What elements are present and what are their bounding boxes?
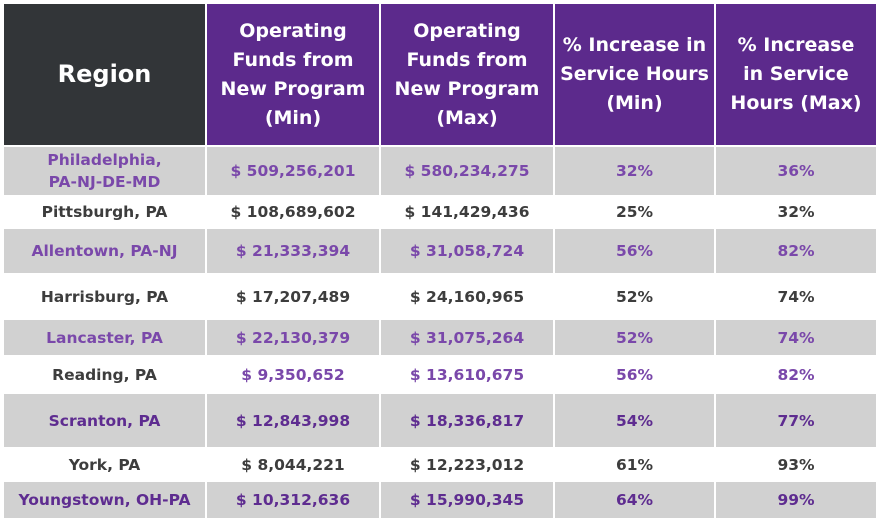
hours-min-cell: 32% (555, 147, 714, 195)
header-funds-min: Operating Funds from New Program (Min) (207, 4, 379, 145)
funds-min-cell: $ 17,207,489 (207, 275, 379, 318)
hours-min-cell: 56% (555, 229, 714, 273)
hours-min-cell: 52% (555, 275, 714, 318)
region-cell: Pittsburgh, PA (4, 197, 205, 227)
funds-max-cell: $ 15,990,345 (381, 482, 553, 518)
header-funds-max: Operating Funds from New Program (Max) (381, 4, 553, 145)
funds-min-cell: $ 8,044,221 (207, 449, 379, 480)
hours-min-cell: 54% (555, 394, 714, 447)
hours-max-cell: 74% (716, 275, 876, 318)
funds-max-cell: $ 24,160,965 (381, 275, 553, 318)
region-cell: Scranton, PA (4, 394, 205, 447)
funds-min-cell: $ 509,256,201 (207, 147, 379, 195)
hours-max-cell: 93% (716, 449, 876, 480)
region-cell: Allentown, PA-NJ (4, 229, 205, 273)
funds-max-cell: $ 580,234,275 (381, 147, 553, 195)
hours-max-cell: 82% (716, 229, 876, 273)
funds-min-cell: $ 9,350,652 (207, 357, 379, 392)
funds-min-cell: $ 21,333,394 (207, 229, 379, 273)
funds-max-cell: $ 12,223,012 (381, 449, 553, 480)
region-cell: Reading, PA (4, 357, 205, 392)
funds-min-cell: $ 12,843,998 (207, 394, 379, 447)
funds-min-cell: $ 22,130,379 (207, 320, 379, 355)
region-cell: Harrisburg, PA (4, 275, 205, 318)
header-hours-min: % Increase in Service Hours (Min) (555, 4, 714, 145)
hours-min-cell: 64% (555, 482, 714, 518)
hours-max-cell: 36% (716, 147, 876, 195)
funds-max-cell: $ 13,610,675 (381, 357, 553, 392)
funds-max-cell: $ 141,429,436 (381, 197, 553, 227)
funds-min-cell: $ 108,689,602 (207, 197, 379, 227)
funds-max-cell: $ 18,336,817 (381, 394, 553, 447)
hours-max-cell: 32% (716, 197, 876, 227)
funds-min-cell: $ 10,312,636 (207, 482, 379, 518)
hours-min-cell: 52% (555, 320, 714, 355)
hours-max-cell: 99% (716, 482, 876, 518)
funding-table: Region Operating Funds from New Program … (4, 4, 876, 518)
hours-min-cell: 56% (555, 357, 714, 392)
region-cell: Lancaster, PA (4, 320, 205, 355)
funds-max-cell: $ 31,058,724 (381, 229, 553, 273)
funds-max-cell: $ 31,075,264 (381, 320, 553, 355)
header-hours-max: % Increase in Service Hours (Max) (716, 4, 876, 145)
region-cell: York, PA (4, 449, 205, 480)
hours-max-cell: 74% (716, 320, 876, 355)
region-cell: Philadelphia, PA-NJ-DE-MD (4, 147, 205, 195)
hours-min-cell: 61% (555, 449, 714, 480)
hours-max-cell: 82% (716, 357, 876, 392)
hours-min-cell: 25% (555, 197, 714, 227)
region-cell: Youngstown, OH-PA (4, 482, 205, 518)
header-region: Region (4, 4, 205, 145)
hours-max-cell: 77% (716, 394, 876, 447)
